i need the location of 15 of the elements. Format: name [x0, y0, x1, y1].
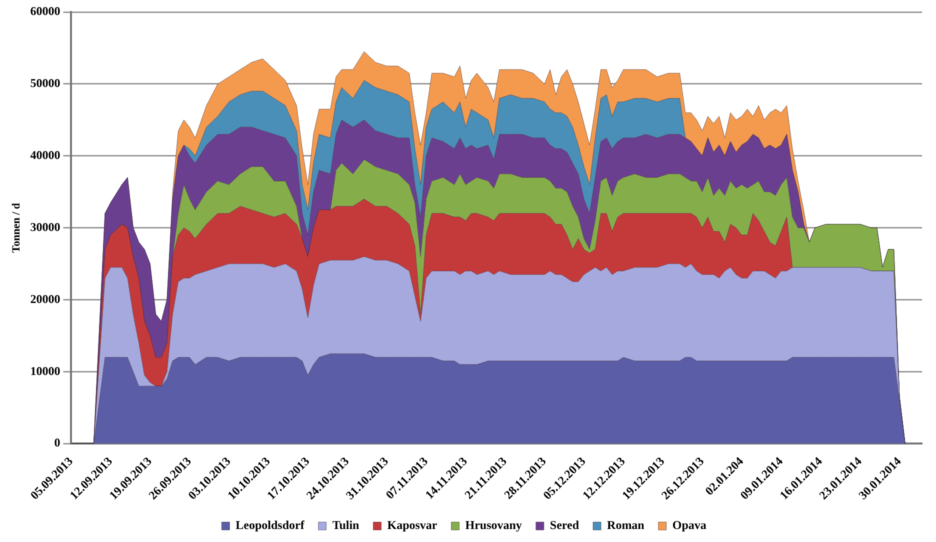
legend-label: Roman [607, 518, 645, 532]
y-tick-label: 0 [54, 436, 60, 450]
legend-label: Leopoldsdorf [236, 518, 306, 532]
legend-label: Hrusovany [465, 518, 522, 532]
y-axis-title: Tonnen / d [10, 202, 22, 253]
y-tick-label: 30000 [30, 220, 60, 234]
y-tick-label: 20000 [30, 292, 60, 306]
legend-label: Opava [672, 518, 706, 532]
y-tick-label: 40000 [30, 148, 60, 162]
legend-label: Sered [550, 518, 580, 532]
legend-label: Kaposvar [387, 518, 438, 532]
legend-label: Tulin [332, 518, 360, 532]
y-tick-label: 10000 [30, 364, 60, 378]
y-tick-label: 60000 [30, 4, 60, 18]
y-tick-label: 50000 [30, 76, 60, 90]
